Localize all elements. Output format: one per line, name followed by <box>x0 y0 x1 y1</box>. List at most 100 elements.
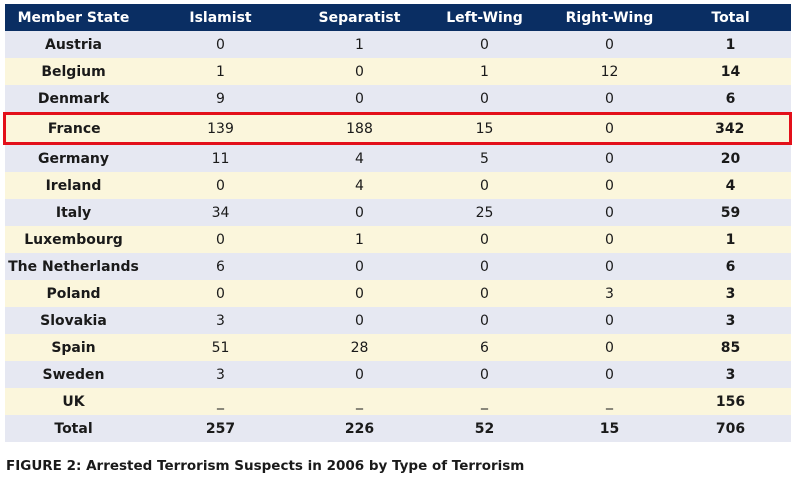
cell-total: 14 <box>670 58 791 85</box>
cell-left-wing: 1 <box>420 58 549 85</box>
data-table-container: Member State Islamist Separatist Left-Wi… <box>3 4 792 442</box>
header-total: Total <box>670 4 791 31</box>
cell-right-wing: 0 <box>548 172 671 199</box>
table-row: Poland 0 0 0 3 3 <box>4 280 791 307</box>
cell-separatist: 0 <box>298 85 421 114</box>
cell-separatist: 0 <box>298 361 421 388</box>
table-body: Austria 0 1 0 0 1 Belgium 1 0 1 12 14 Denmark 9 0 0 0 6 Fr… <box>3 31 792 442</box>
cell-right-wing: 12 <box>548 58 671 85</box>
cell-total: 85 <box>670 334 791 361</box>
cell-islamist: 0 <box>142 226 299 253</box>
cell-left-wing: 0 <box>420 361 549 388</box>
table-row: UK _ _ _ _ 156 <box>4 388 791 415</box>
cell-right-wing: 0 <box>548 253 671 280</box>
cell-right-wing: 0 <box>548 112 671 145</box>
table-row: Austria 0 1 0 0 1 <box>4 31 791 58</box>
cell-separatist: 0 <box>298 199 421 226</box>
cell-islamist: 6 <box>142 253 299 280</box>
table-row: Luxembourg 0 1 0 0 1 <box>4 226 791 253</box>
cell-left-wing: 6 <box>420 334 549 361</box>
cell-islamist: 1 <box>142 58 299 85</box>
cell-total: 3 <box>670 361 791 388</box>
cell-state: Sweden <box>4 361 143 388</box>
cell-right-wing: 0 <box>548 307 671 334</box>
totals-row: Total 257 226 52 15 706 <box>4 415 791 442</box>
cell-islamist: 51 <box>142 334 299 361</box>
figure-caption: FIGURE 2: Arrested Terrorism Suspects in… <box>6 458 525 474</box>
cell-left-wing: 52 <box>420 415 549 442</box>
cell-separatist: 226 <box>298 415 421 442</box>
cell-right-wing: 0 <box>548 31 671 58</box>
cell-total: 4 <box>670 172 791 199</box>
cell-left-wing: 25 <box>420 199 549 226</box>
cell-islamist: 0 <box>142 280 299 307</box>
cell-state: Poland <box>4 280 143 307</box>
cell-separatist: 28 <box>298 334 421 361</box>
cell-separatist: 188 <box>298 112 421 145</box>
table-header: Member State Islamist Separatist Left-Wi… <box>4 4 791 31</box>
cell-left-wing: _ <box>420 388 549 415</box>
cell-left-wing: 0 <box>420 280 549 307</box>
cell-right-wing: 0 <box>548 226 671 253</box>
table-row: Sweden 3 0 0 0 3 <box>4 361 791 388</box>
cell-state: France <box>3 112 143 145</box>
cell-left-wing: 0 <box>420 31 549 58</box>
cell-left-wing: 15 <box>420 112 549 145</box>
cell-islamist: 11 <box>142 143 299 172</box>
cell-right-wing: 0 <box>548 85 671 114</box>
cell-left-wing: 0 <box>420 85 549 114</box>
cell-islamist: 0 <box>142 172 299 199</box>
header-member-state: Member State <box>4 4 143 31</box>
cell-state: Ireland <box>4 172 143 199</box>
cell-islamist: 34 <box>142 199 299 226</box>
cell-islamist: 257 <box>142 415 299 442</box>
cell-separatist: _ <box>298 388 421 415</box>
cell-right-wing: 0 <box>548 361 671 388</box>
cell-state: Luxembourg <box>4 226 143 253</box>
table-row: Belgium 1 0 1 12 14 <box>4 58 791 85</box>
cell-left-wing: 0 <box>420 307 549 334</box>
cell-state: Germany <box>4 143 143 172</box>
cell-left-wing: 0 <box>420 226 549 253</box>
cell-right-wing: 0 <box>548 143 671 172</box>
cell-state: Belgium <box>4 58 143 85</box>
cell-state: The Netherlands <box>4 253 143 280</box>
cell-total: 6 <box>670 85 791 114</box>
cell-right-wing: 0 <box>548 199 671 226</box>
cell-separatist: 0 <box>298 280 421 307</box>
cell-total: 6 <box>670 253 791 280</box>
cell-islamist: 3 <box>142 361 299 388</box>
cell-total: 59 <box>670 199 791 226</box>
cell-total: 3 <box>670 307 791 334</box>
table-row: Denmark 9 0 0 0 6 <box>4 85 791 114</box>
cell-separatist: 0 <box>298 307 421 334</box>
table-row: Ireland 0 4 0 0 4 <box>4 172 791 199</box>
cell-separatist: 4 <box>298 172 421 199</box>
header-islamist: Islamist <box>142 4 299 31</box>
header-left-wing: Left-Wing <box>420 4 549 31</box>
cell-left-wing: 0 <box>420 253 549 280</box>
cell-left-wing: 0 <box>420 172 549 199</box>
cell-islamist: _ <box>142 388 299 415</box>
cell-total: 3 <box>670 280 791 307</box>
cell-state: Total <box>4 415 143 442</box>
cell-state: Slovakia <box>4 307 143 334</box>
cell-separatist: 0 <box>298 253 421 280</box>
cell-state: UK <box>4 388 143 415</box>
cell-islamist: 0 <box>142 31 299 58</box>
cell-total: 20 <box>670 143 791 172</box>
cell-islamist: 139 <box>142 112 299 145</box>
cell-left-wing: 5 <box>420 143 549 172</box>
table-row-highlighted: France 139 188 15 0 342 <box>3 112 792 145</box>
table-row: Spain 51 28 6 0 85 <box>4 334 791 361</box>
cell-total: 706 <box>670 415 791 442</box>
cell-separatist: 1 <box>298 226 421 253</box>
cell-islamist: 3 <box>142 307 299 334</box>
cell-total: 1 <box>670 31 791 58</box>
cell-right-wing: _ <box>548 388 671 415</box>
table-row: The Netherlands 6 0 0 0 6 <box>4 253 791 280</box>
cell-separatist: 0 <box>298 58 421 85</box>
table-row: Germany 11 4 5 0 20 <box>4 143 791 172</box>
header-separatist: Separatist <box>298 4 421 31</box>
cell-state: Austria <box>4 31 143 58</box>
